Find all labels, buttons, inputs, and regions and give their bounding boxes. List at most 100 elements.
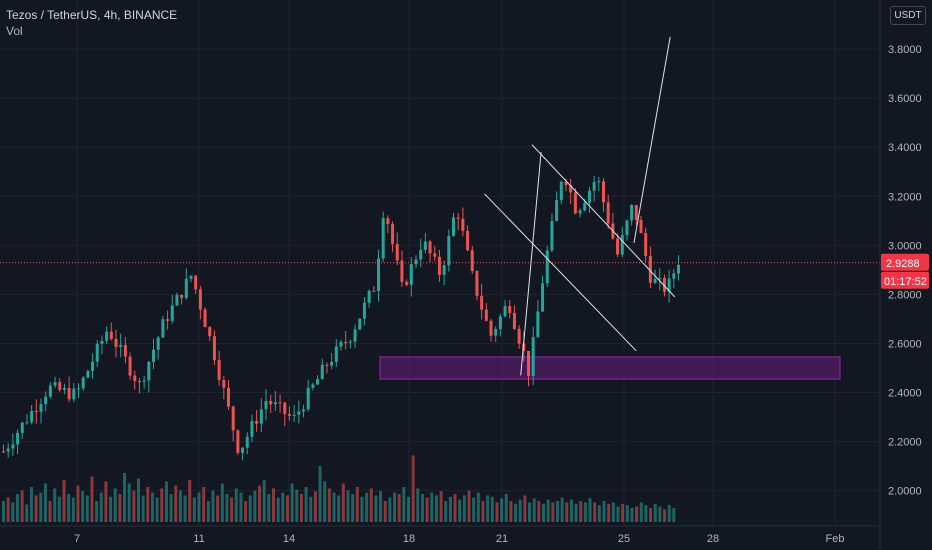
candle-body <box>559 181 563 201</box>
countdown-tag <box>881 271 929 289</box>
volume-bar <box>2 501 5 522</box>
volume-bar <box>137 478 140 522</box>
volume-bar <box>369 488 373 522</box>
impulse-line[interactable] <box>520 152 542 376</box>
x-tick-label: 18 <box>403 533 415 545</box>
candle-body <box>311 384 315 388</box>
volume-bar <box>407 496 410 522</box>
volume-bar <box>141 495 145 522</box>
volume-indicator-label[interactable]: Vol <box>6 24 23 38</box>
candle-body <box>236 430 240 453</box>
volume-bar <box>402 487 406 522</box>
candle-body <box>423 241 427 250</box>
volume-bar <box>127 483 131 522</box>
candle-body <box>662 278 666 292</box>
volume-bar <box>616 506 620 522</box>
volume-bar <box>588 498 592 522</box>
countdown-label: 01:17:52 <box>884 276 927 288</box>
candle-body <box>536 311 540 338</box>
volume-bar <box>71 497 75 522</box>
candle-body <box>255 421 259 424</box>
x-tick-label: 21 <box>496 533 508 545</box>
candle-body <box>616 238 620 255</box>
candle-body <box>114 339 118 347</box>
candle-body <box>269 400 273 405</box>
candle-body <box>377 258 380 292</box>
volume-bar <box>574 503 578 522</box>
volume-bar <box>183 495 187 522</box>
volume-bar <box>490 496 494 522</box>
candle-body <box>447 235 451 266</box>
volume-bar <box>476 492 480 522</box>
volume-bar <box>462 495 466 522</box>
volume-bar <box>225 494 229 522</box>
candle-body <box>184 278 188 298</box>
volume-bar <box>290 483 294 522</box>
y-tick-label: 3.4000 <box>888 142 922 154</box>
volume-bar <box>248 495 252 522</box>
price-tag <box>881 253 929 271</box>
volume-bar <box>341 483 345 522</box>
candle-body <box>16 432 20 445</box>
candle-body <box>137 381 141 383</box>
candle-body <box>452 217 455 236</box>
volume-bar <box>6 497 10 522</box>
volume-bar <box>658 506 662 522</box>
volume-bar <box>11 502 15 522</box>
candle-body <box>91 361 95 371</box>
candle-body <box>367 290 371 303</box>
candle-body <box>442 265 446 275</box>
candle-body <box>541 283 545 312</box>
volume-bar <box>411 455 415 522</box>
candle-body <box>569 185 573 193</box>
candle-body <box>517 328 521 344</box>
volume-bar <box>281 492 285 522</box>
volume-bar <box>644 505 648 522</box>
candle-body <box>578 210 582 214</box>
volume-bar <box>667 505 671 522</box>
volume-bar <box>569 499 573 522</box>
projection-line[interactable] <box>633 36 671 243</box>
volume-bar <box>453 494 457 522</box>
candle-body <box>405 281 409 285</box>
candle-body <box>302 409 305 412</box>
candle-body <box>259 409 263 424</box>
volume-bar <box>43 483 47 522</box>
volume-bar <box>216 495 220 522</box>
candle-body <box>67 387 71 400</box>
volume-bar <box>323 481 327 522</box>
candle-body <box>400 260 404 282</box>
volume-bar <box>192 497 196 522</box>
candle-body <box>494 329 498 336</box>
channel-line[interactable] <box>484 193 637 352</box>
volume-bar <box>630 508 634 522</box>
volume-bar <box>118 494 122 522</box>
candle-body <box>386 218 390 225</box>
volume-bar <box>25 504 29 522</box>
volume-bar <box>67 494 71 522</box>
candle-body <box>527 350 530 376</box>
volume-bar <box>327 488 331 522</box>
candle-body <box>105 331 109 341</box>
candle-body <box>672 273 676 279</box>
candle-body <box>2 451 5 453</box>
candle-body <box>180 294 184 298</box>
volume-bar <box>639 502 643 522</box>
volume-bar <box>458 499 462 522</box>
volume-bar <box>397 494 401 522</box>
volume-bar <box>444 501 448 522</box>
currency-button[interactable]: USDT <box>890 6 926 25</box>
volume-bar <box>607 503 611 522</box>
candle-body <box>466 230 470 251</box>
volume-bar <box>276 497 280 522</box>
candle-body <box>48 385 52 397</box>
volume-bar <box>542 503 545 522</box>
candle-body <box>147 361 151 381</box>
demand-zone-rect[interactable] <box>379 356 841 380</box>
channel-line[interactable] <box>531 144 676 298</box>
volume-bar <box>160 488 164 522</box>
volume-bar <box>509 501 513 522</box>
volume-bar <box>211 490 215 522</box>
candle-body <box>348 341 352 343</box>
